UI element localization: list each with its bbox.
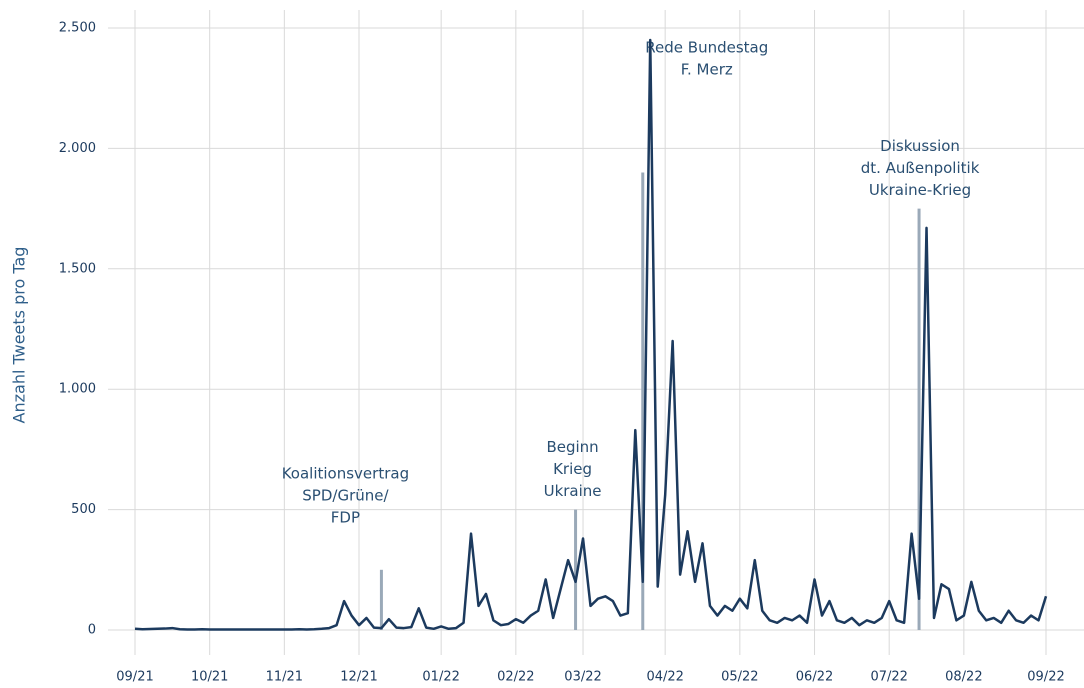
y-tick-label: 1.000 xyxy=(59,382,96,397)
x-tick-label: 07/22 xyxy=(870,670,907,685)
x-tick-label: 04/22 xyxy=(646,670,683,685)
x-tick-label: 03/22 xyxy=(564,670,601,685)
x-tick-label: 11/21 xyxy=(266,670,303,685)
x-tick-label: 12/21 xyxy=(340,670,377,685)
x-tick-label: 10/21 xyxy=(191,670,228,685)
annotation-text: dt. Außenpolitik xyxy=(861,159,980,177)
data-line xyxy=(134,38,1048,631)
x-tick-label: 02/22 xyxy=(497,670,534,685)
annotation-text: Rede Bundestag xyxy=(645,39,768,57)
annotation-text: Diskussion xyxy=(880,137,960,155)
annotation-text: F. Merz xyxy=(681,61,733,79)
annotation-text: Ukraine-Krieg xyxy=(869,181,971,199)
y-tick-label: 2.500 xyxy=(59,21,96,36)
x-tick-label: 09/21 xyxy=(116,670,153,685)
x-tick-label: 01/22 xyxy=(422,670,459,685)
annotation-text: Beginn xyxy=(546,438,598,456)
annotation-text: Koalitionsvertrag xyxy=(282,464,409,482)
annotation-text: Ukraine xyxy=(544,482,602,500)
y-tick-label: 2.000 xyxy=(59,141,96,156)
annotation-text: SPD/Grüne/ xyxy=(302,486,389,504)
y-tick-label: 1.500 xyxy=(59,261,96,276)
x-tick-label: 06/22 xyxy=(796,670,833,685)
y-tick-label: 0 xyxy=(88,623,96,638)
x-tick-label: 08/22 xyxy=(945,670,982,685)
x-tick-label: 09/22 xyxy=(1027,670,1064,685)
y-axis-label: Anzahl Tweets pro Tag xyxy=(10,247,29,424)
x-tick-label: 05/22 xyxy=(721,670,758,685)
y-tick-label: 500 xyxy=(71,502,96,517)
annotation-text: Krieg xyxy=(553,460,592,478)
annotation-text: FDP xyxy=(331,508,360,526)
